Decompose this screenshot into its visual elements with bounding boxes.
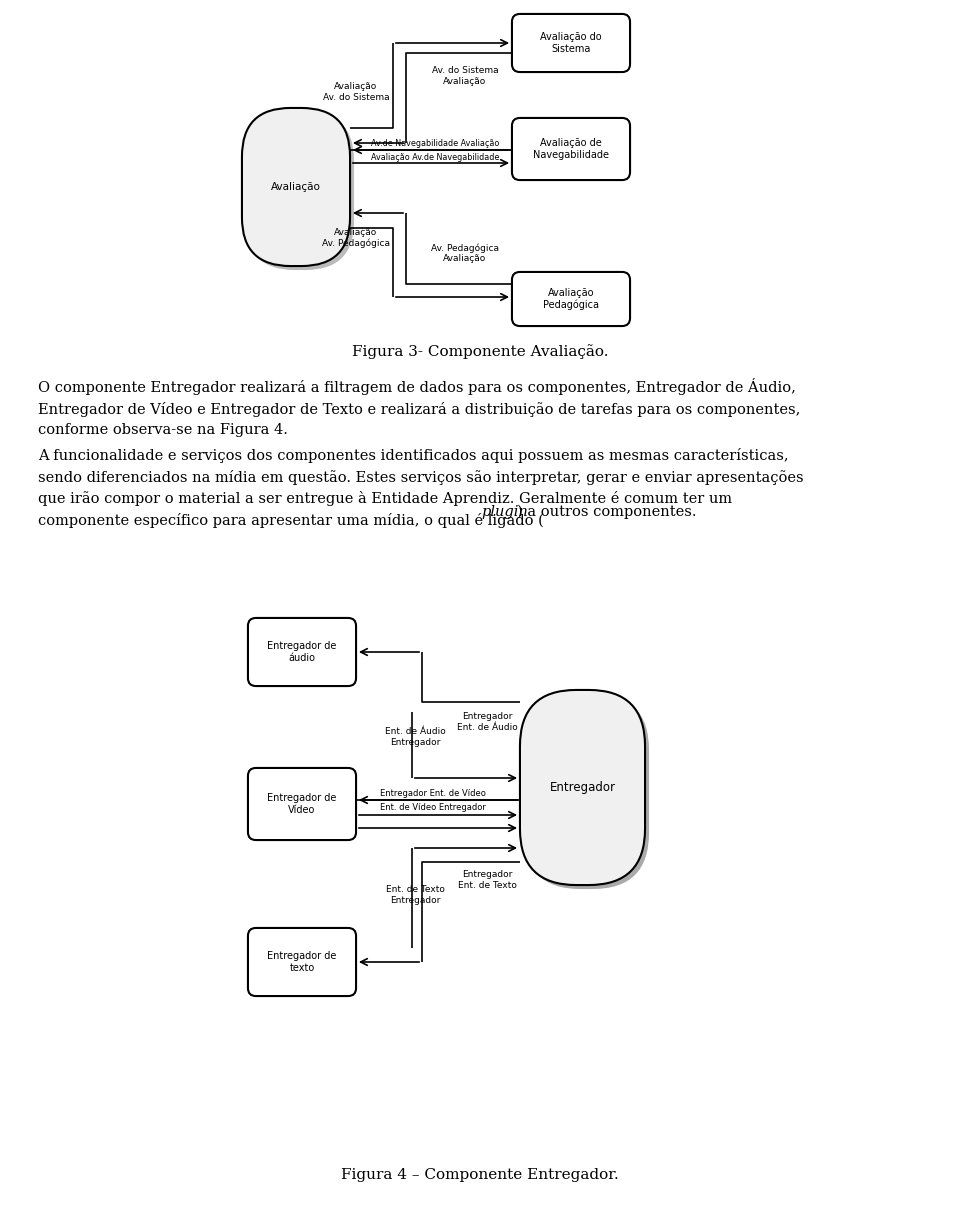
Text: Avaliação
Av. do Sistema: Avaliação Av. do Sistema bbox=[323, 82, 390, 101]
Text: Ent. de Vídeo Entregador: Ent. de Vídeo Entregador bbox=[380, 803, 486, 813]
Text: Avaliação: Avaliação bbox=[271, 182, 321, 192]
Text: O componente Entregador realizará a filtragem de dados para os componentes, Entr: O componente Entregador realizará a filt… bbox=[38, 377, 801, 437]
FancyBboxPatch shape bbox=[524, 693, 649, 889]
Text: Entregador: Entregador bbox=[549, 781, 615, 794]
FancyBboxPatch shape bbox=[512, 118, 630, 180]
Text: Av. Pedagógica
Avaliação: Av. Pedagógica Avaliação bbox=[431, 244, 499, 263]
Text: Ent. de Áudio
Entregador: Ent. de Áudio Entregador bbox=[385, 727, 445, 747]
FancyBboxPatch shape bbox=[248, 768, 356, 841]
Text: Entregador de
áudio: Entregador de áudio bbox=[267, 642, 337, 663]
Text: Av. do Sistema
Avaliação: Av. do Sistema Avaliação bbox=[432, 66, 498, 86]
Text: plugin: plugin bbox=[481, 505, 528, 519]
Text: Avaliação
Pedagógica: Avaliação Pedagógica bbox=[543, 288, 599, 310]
Text: Entregador de
texto: Entregador de texto bbox=[267, 952, 337, 973]
FancyBboxPatch shape bbox=[248, 927, 356, 996]
Text: Figura 4 – Componente Entregador.: Figura 4 – Componente Entregador. bbox=[341, 1167, 619, 1182]
Text: A funcionalidade e serviços dos componentes identificados aqui possuem as mesmas: A funcionalidade e serviços dos componen… bbox=[38, 447, 804, 528]
Text: Entregador
Ent. de Texto: Entregador Ent. de Texto bbox=[458, 871, 516, 890]
FancyBboxPatch shape bbox=[512, 271, 630, 326]
Text: Av.de Navegabilidade Avaliação: Av.de Navegabilidade Avaliação bbox=[371, 140, 499, 148]
Text: Avaliação
Av. Pedagógica: Avaliação Av. Pedagógica bbox=[322, 228, 390, 248]
Text: Ent. de Texto
Entregador: Ent. de Texto Entregador bbox=[386, 885, 444, 904]
Text: Entregador
Ent. de Áudio: Entregador Ent. de Áudio bbox=[457, 713, 517, 732]
Text: Figura 3- Componente Avaliação.: Figura 3- Componente Avaliação. bbox=[351, 345, 609, 359]
FancyBboxPatch shape bbox=[246, 112, 354, 270]
Text: Avaliação de
Navegabilidade: Avaliação de Navegabilidade bbox=[533, 139, 609, 160]
Text: Entregador de
Vídeo: Entregador de Vídeo bbox=[267, 794, 337, 815]
FancyBboxPatch shape bbox=[512, 14, 630, 72]
Text: ) a outros componentes.: ) a outros componentes. bbox=[517, 505, 697, 520]
FancyBboxPatch shape bbox=[520, 690, 645, 885]
FancyBboxPatch shape bbox=[242, 109, 350, 267]
Text: Entregador Ent. de Vídeo: Entregador Ent. de Vídeo bbox=[380, 789, 486, 797]
Text: Avaliação do
Sistema: Avaliação do Sistema bbox=[540, 33, 602, 54]
FancyBboxPatch shape bbox=[248, 617, 356, 686]
Text: Avaliação Av.de Navegabilidade: Avaliação Av.de Navegabilidade bbox=[371, 153, 499, 163]
